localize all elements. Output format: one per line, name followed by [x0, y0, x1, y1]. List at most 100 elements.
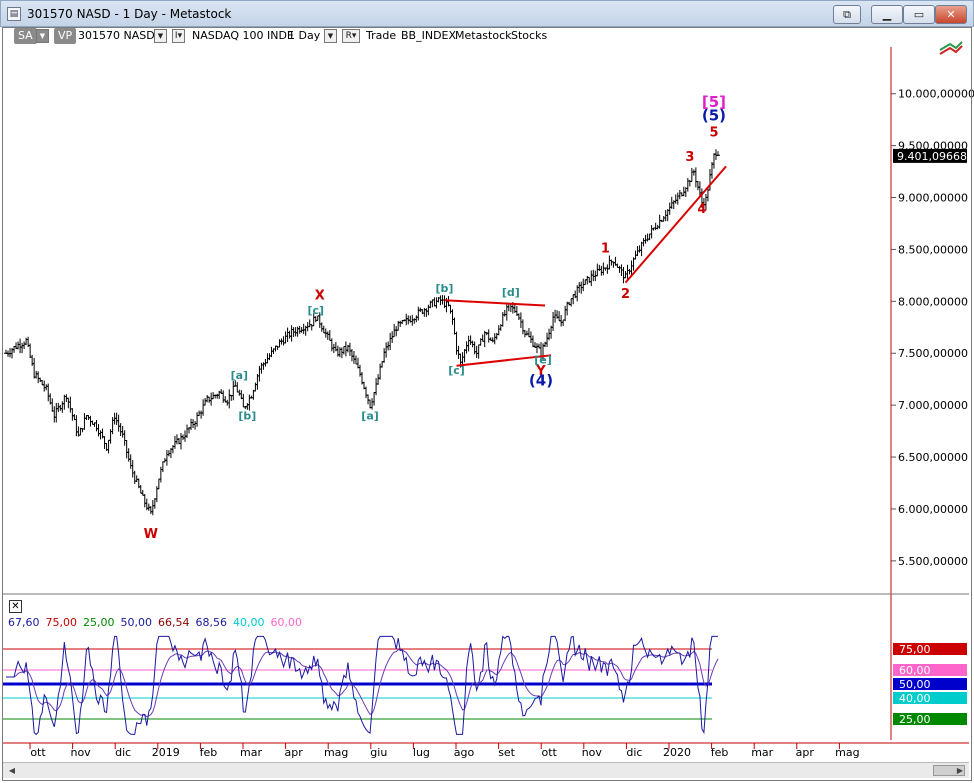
- price-bar: [38, 377, 43, 383]
- time-tick-label: apr: [796, 746, 815, 759]
- price-bar: [351, 351, 356, 364]
- indicator-legend-value: 68,56: [195, 616, 228, 629]
- price-bar: [116, 414, 121, 432]
- price-bar: [124, 440, 129, 459]
- price-bar: [142, 494, 147, 508]
- price-bar: [130, 460, 135, 478]
- price-bar: [52, 406, 57, 423]
- indicator-level-tag: [893, 692, 967, 704]
- type-label: Stocks: [511, 29, 548, 42]
- sa-button[interactable]: SA: [14, 28, 37, 44]
- scroll-right-icon[interactable]: ▶: [956, 766, 964, 775]
- price-bar: [160, 461, 165, 473]
- price-bar: [70, 408, 75, 421]
- price-bar: [42, 380, 47, 392]
- wave-label: W: [144, 527, 158, 542]
- price-bar: [277, 339, 282, 348]
- price-bar: [472, 341, 477, 355]
- price-bar: [486, 329, 491, 343]
- scroll-left-icon[interactable]: ◀: [8, 766, 16, 775]
- vp-button[interactable]: VP: [54, 28, 77, 44]
- price-bar: [56, 402, 61, 413]
- price-bar: [470, 340, 475, 348]
- price-bar: [657, 214, 662, 229]
- period-dropdown-icon[interactable]: ▼: [324, 29, 337, 43]
- indicator-level-tag: [893, 664, 967, 676]
- maximize-icon[interactable]: ▭: [903, 5, 935, 24]
- price-bar: [231, 380, 236, 401]
- i-button[interactable]: I▾: [172, 29, 185, 43]
- wave-label: 1: [601, 242, 610, 257]
- trade-arrows-icon[interactable]: [939, 41, 963, 55]
- r-button[interactable]: R▾: [342, 29, 360, 43]
- price-bar: [571, 294, 576, 305]
- price-tick-label: 7.500,00000: [898, 347, 968, 360]
- price-bar: [12, 346, 17, 353]
- price-bar: [711, 153, 716, 169]
- price-tick-label: 10.000,00000: [898, 88, 974, 101]
- time-tick-label: nov: [582, 746, 603, 759]
- price-bar: [388, 332, 393, 351]
- price-tick-label: 9.000,00000: [898, 192, 968, 205]
- indicator-level-tag: [893, 713, 967, 725]
- horizontal-scrollbar[interactable]: ◀ ▶: [3, 762, 969, 778]
- price-bar: [520, 319, 525, 335]
- price-bar: [372, 392, 377, 406]
- wave-label: (4): [529, 371, 553, 389]
- wave-label: [a]: [361, 410, 378, 423]
- price-bar: [247, 394, 252, 411]
- price-bar: [667, 202, 672, 215]
- price-bar: [349, 349, 354, 362]
- minimize-icon[interactable]: ▁: [871, 5, 903, 24]
- price-bar: [545, 332, 550, 347]
- scroll-thumb[interactable]: [933, 765, 965, 776]
- price-bar: [516, 313, 521, 321]
- price-bar: [625, 264, 630, 279]
- price-bar: [227, 389, 232, 409]
- price-bar: [257, 365, 262, 382]
- time-tick-label: nov: [70, 746, 91, 759]
- sa-dropdown-icon[interactable]: ▼: [36, 29, 49, 43]
- price-tick-label: 6.000,00000: [898, 503, 968, 516]
- price-bar: [58, 404, 63, 411]
- price-bar: [357, 364, 362, 377]
- price-bar: [90, 420, 95, 425]
- price-bar: [353, 355, 358, 365]
- price-bar: [34, 370, 39, 379]
- price-bar: [24, 337, 29, 346]
- price-bar: [118, 423, 123, 437]
- price-bar: [313, 316, 318, 323]
- price-bar: [526, 328, 531, 338]
- time-tick-label: ott: [542, 746, 558, 759]
- price-bar: [394, 326, 399, 337]
- price-bar: [522, 329, 527, 338]
- app-icon[interactable]: ▤: [7, 7, 21, 21]
- price-bar: [102, 436, 107, 450]
- price-bar: [364, 386, 369, 399]
- time-tick-label: mar: [751, 746, 773, 759]
- price-bar: [424, 308, 429, 318]
- trendline: [456, 354, 552, 367]
- price-bar: [649, 225, 654, 239]
- price-bar: [577, 282, 582, 293]
- price-bar: [448, 304, 453, 314]
- symbol-dropdown-icon[interactable]: ▼: [154, 29, 167, 43]
- price-bar: [164, 450, 169, 466]
- price-bar: [494, 332, 499, 340]
- symbol-label: 301570 NASD: [78, 29, 155, 42]
- price-bar: [366, 394, 371, 405]
- price-bar: [607, 255, 612, 270]
- price-bar: [22, 341, 27, 350]
- price-bar: [496, 325, 501, 336]
- price-bar: [547, 328, 552, 341]
- price-bar: [601, 262, 606, 276]
- period-label: 1 Day: [288, 29, 321, 42]
- price-bar: [563, 305, 568, 322]
- close-icon[interactable]: ✕: [935, 5, 967, 24]
- index-label: BB_INDEX: [401, 29, 457, 42]
- indicator-close-icon[interactable]: ✕: [9, 600, 22, 613]
- price-bar: [456, 345, 461, 359]
- price-bar: [621, 266, 626, 284]
- restore-icon[interactable]: ⧉: [833, 5, 861, 24]
